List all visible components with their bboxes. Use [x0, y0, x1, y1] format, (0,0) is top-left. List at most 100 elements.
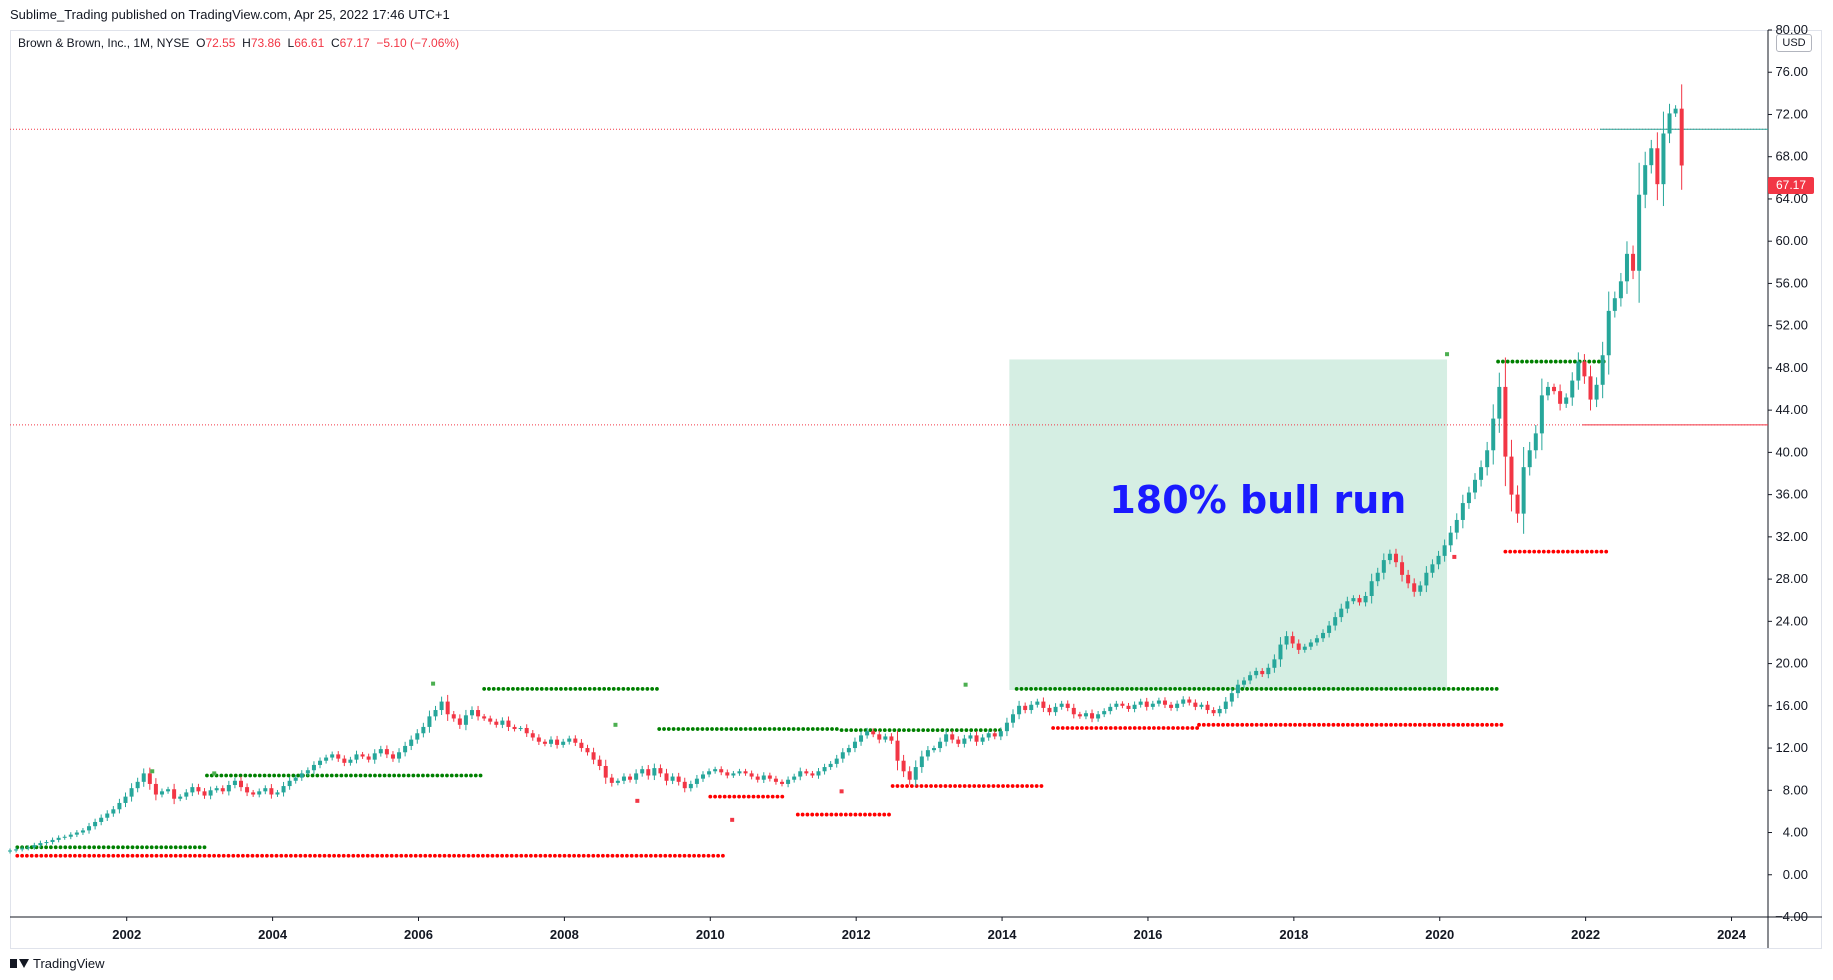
currency-button[interactable]: USD: [1776, 34, 1812, 52]
support-dot: [82, 845, 87, 850]
candle-body: [1053, 706, 1058, 713]
support-dot: [1221, 687, 1225, 691]
footer-brand[interactable]: TradingView: [10, 956, 105, 971]
candle-body: [694, 778, 699, 784]
resistance-dot: [924, 784, 929, 788]
resistance-dot: [872, 812, 877, 817]
resistance-dot: [986, 784, 991, 788]
resistance-dot: [1206, 722, 1211, 727]
candle-body: [93, 821, 98, 827]
resistance-dot: [466, 853, 471, 858]
support-dot: [377, 773, 382, 778]
resistance-dot: [1456, 722, 1461, 727]
support-dot: [1515, 359, 1520, 364]
support-dot: [743, 727, 748, 731]
candle-body: [147, 773, 152, 784]
candle-body: [1296, 643, 1301, 650]
y-tick-label: 60.00: [1775, 233, 1808, 248]
candle-body: [1138, 701, 1143, 705]
resistance-dot: [810, 812, 815, 817]
resistance-dot: [24, 853, 29, 858]
support-dot: [478, 773, 483, 778]
resistance-dot: [1594, 549, 1599, 554]
candle-body: [865, 731, 870, 736]
support-dot: [834, 727, 839, 731]
candle-body: [1466, 492, 1471, 504]
support-dot: [916, 728, 921, 732]
support-dot: [1336, 687, 1341, 691]
support-dot: [1072, 687, 1077, 691]
candle-body: [1618, 281, 1623, 299]
resistance-dot: [519, 853, 524, 858]
support-dot: [192, 845, 197, 850]
candle-body: [1418, 585, 1423, 592]
candle-body: [1655, 148, 1660, 185]
resistance-dot: [1152, 726, 1156, 730]
support-dot: [902, 728, 906, 732]
tradingview-logo-icon: [10, 959, 29, 968]
resistance-dot: [829, 812, 834, 817]
candle-body: [1004, 722, 1009, 732]
support-dot: [1245, 687, 1249, 691]
resistance-dot: [610, 853, 615, 858]
support-dot: [1273, 687, 1278, 691]
support-dot: [777, 727, 782, 731]
support-dot: [1475, 687, 1480, 691]
support-dot: [1293, 687, 1297, 691]
support-dot: [248, 773, 253, 778]
resistance-dot: [77, 853, 82, 858]
resistance-dot: [538, 853, 543, 858]
resistance-dot: [615, 853, 620, 858]
resistance-dot: [900, 784, 905, 788]
x-tick-label: 2016: [1133, 927, 1162, 942]
candle-body: [597, 759, 602, 766]
support-dot: [1024, 687, 1029, 691]
support-dot: [993, 728, 998, 732]
candle-body: [1011, 714, 1016, 723]
resistance-dot: [96, 853, 101, 858]
candle-body: [1017, 705, 1022, 715]
support-dot: [1355, 687, 1360, 691]
candle-body: [1503, 386, 1508, 457]
resistance-dot: [58, 853, 63, 858]
symbol-label[interactable]: Brown & Brown, Inc., 1M, NYSE: [18, 36, 190, 50]
candle-body: [415, 733, 420, 740]
support-dot: [1326, 687, 1331, 691]
candle-body: [506, 720, 511, 727]
candle-body: [1223, 701, 1228, 709]
support-dot: [631, 687, 635, 691]
resistance-dot: [938, 784, 943, 788]
resistance-dot: [125, 853, 130, 858]
y-tick-label: 56.00: [1775, 275, 1808, 290]
support-dot: [1510, 359, 1515, 364]
candle-body: [524, 727, 529, 734]
support-dot: [1038, 687, 1043, 691]
resistance-dot: [288, 853, 293, 858]
candle-body: [621, 776, 626, 781]
candle-body: [579, 742, 584, 749]
resistance-dot: [1161, 726, 1166, 730]
support-dot: [700, 727, 705, 731]
support-dot: [1451, 687, 1456, 691]
resistance-dot: [543, 853, 548, 858]
support-dot: [1496, 359, 1500, 364]
candle-body: [998, 731, 1003, 737]
support-dot: [1398, 687, 1403, 691]
resistance-dot: [548, 853, 552, 858]
support-dot: [671, 727, 676, 731]
resistance-dot: [839, 812, 843, 817]
resistance-dot: [557, 853, 562, 858]
candle-body: [263, 788, 268, 792]
support-dot: [839, 728, 844, 732]
resistance-dot: [356, 853, 360, 858]
candle-body: [32, 845, 37, 848]
candle-body: [1284, 636, 1289, 645]
resistance-dot: [442, 853, 447, 858]
candle-body: [1029, 704, 1034, 711]
resistance-dot: [485, 853, 490, 858]
resistance-dot: [1216, 722, 1221, 727]
candle-body: [1485, 450, 1490, 468]
candle-body: [974, 735, 979, 742]
support-dot: [825, 727, 830, 731]
